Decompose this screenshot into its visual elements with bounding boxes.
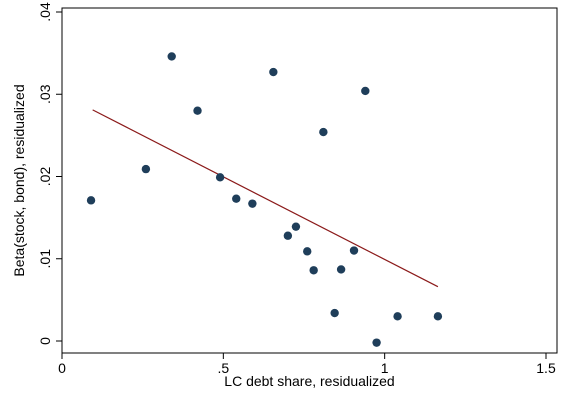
scatter-point xyxy=(215,173,225,182)
y-tick-label: 0 xyxy=(37,337,53,345)
scatter-point xyxy=(86,196,96,205)
y-tick-label: .02 xyxy=(37,167,53,187)
scatter-point xyxy=(349,246,359,255)
x-tick-label: 1 xyxy=(381,360,389,376)
scatter-point xyxy=(141,164,151,174)
scatter-point xyxy=(433,312,443,321)
scatter-point xyxy=(303,247,312,256)
scatter-point xyxy=(193,106,202,115)
y-tick-label: .01 xyxy=(37,249,53,269)
scatter-point xyxy=(283,231,293,240)
y-axis: 0 .01 .02 .03 .04 xyxy=(37,2,62,345)
y-tick-label: .04 xyxy=(37,2,53,22)
scatter-point xyxy=(291,222,301,231)
scatter-point xyxy=(167,52,176,61)
x-tick-label: 1.5 xyxy=(536,360,556,376)
scatter-point xyxy=(361,86,370,96)
x-axis: 0 .5 1 1.5 xyxy=(58,353,556,376)
points-layer xyxy=(86,52,443,347)
scatter-point xyxy=(248,199,257,208)
scatter-point xyxy=(330,308,339,318)
y-tick-label: .03 xyxy=(37,84,53,104)
scatter-point xyxy=(319,127,328,137)
scatter-point xyxy=(393,312,402,321)
scatter-point xyxy=(372,338,381,347)
x-tick-label: 0 xyxy=(58,360,66,376)
scatter-point xyxy=(336,265,346,274)
y-axis-label: Beta(stock, bond), residualized xyxy=(11,84,27,276)
scatter-point xyxy=(232,194,241,203)
fit-line xyxy=(92,109,439,288)
scatter-point xyxy=(309,266,318,275)
x-axis-label: LC debt share, residualized xyxy=(224,373,394,389)
fit-line-layer xyxy=(92,109,439,288)
scatter-point xyxy=(269,67,278,77)
plot-frame xyxy=(61,7,558,354)
x-tick-label: .5 xyxy=(217,360,229,376)
